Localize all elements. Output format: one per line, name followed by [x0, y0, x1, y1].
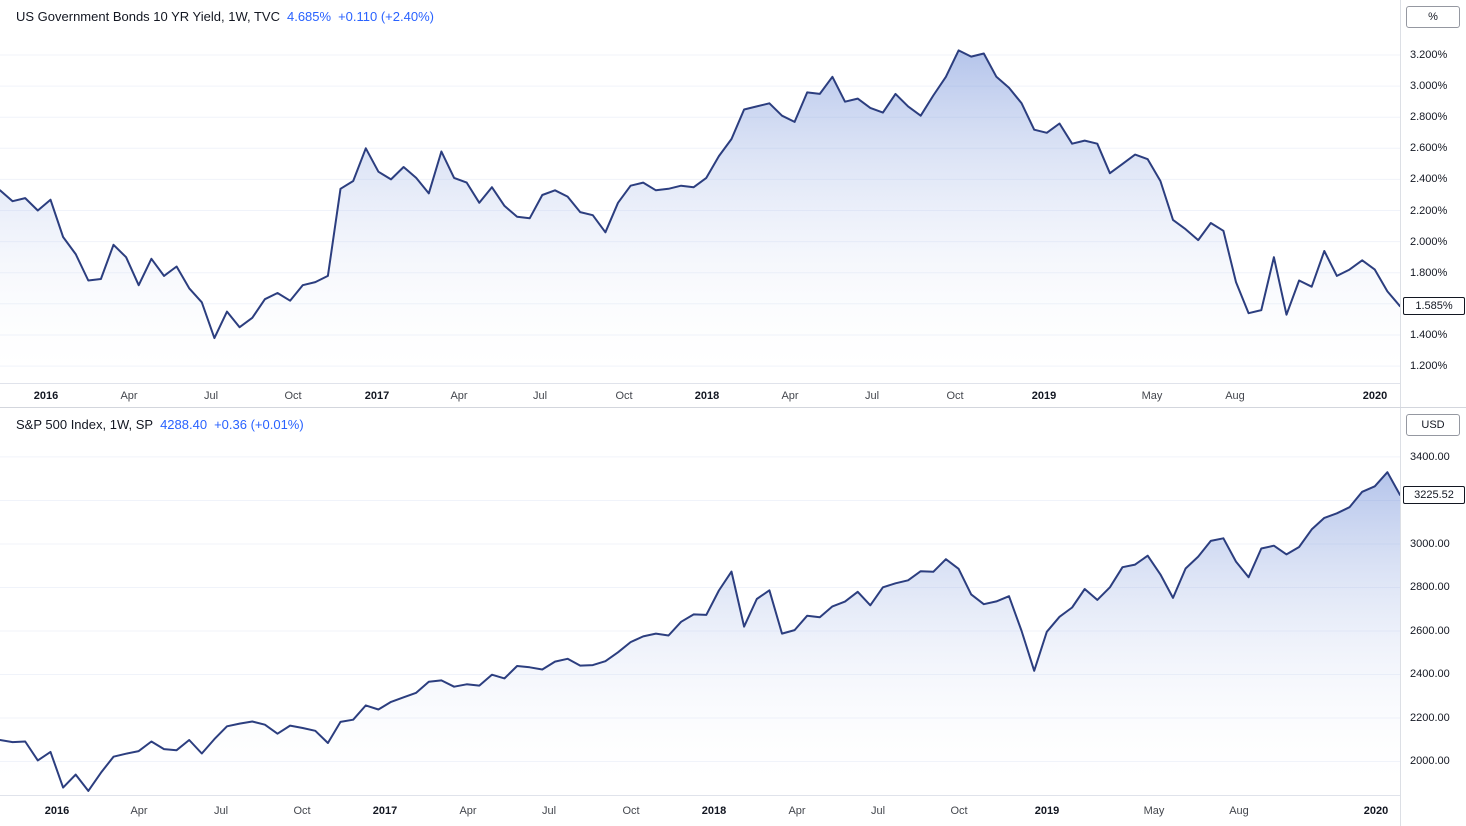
time-axis-label: Oct [946, 389, 964, 402]
price-axis-label: 1.800% [1410, 267, 1448, 279]
bonds-symbol-title[interactable]: US Government Bonds 10 YR Yield, 1W, TVC [16, 9, 280, 24]
bonds-last-price-badge: 1.585% [1403, 297, 1465, 315]
price-axis-label: 2.400% [1410, 173, 1448, 185]
usd-unit-button[interactable]: USD [1406, 414, 1460, 436]
spx-price-axis-labels: 3400.00 3000.00 2800.00 2600.00 2400.00 2200.… [1401, 408, 1466, 826]
price-line [0, 49, 1400, 340]
time-axis-label: May [1141, 389, 1163, 402]
time-axis-label: May [1143, 805, 1165, 817]
bonds-legend[interactable]: US Government Bonds 10 YR Yield, 1W, TVC… [16, 9, 434, 24]
panel-spx: S&P 500 Index, 1W, SP 4288.40 +0.36 (+0.… [0, 408, 1466, 826]
bonds-time-axis[interactable]: 2016 Apr Jul Oct 2017 Apr Jul Oct 2018 Apr Jul Oct 2… [0, 383, 1400, 407]
time-axis-label: Aug [1229, 805, 1249, 817]
time-axis-label: Jul [864, 389, 880, 402]
time-axis-label: Jul [203, 389, 219, 402]
price-axis-label: 3.000% [1410, 80, 1448, 92]
time-axis-label: Jul [541, 805, 557, 817]
price-axis-label: 3000.00 [1410, 538, 1450, 550]
time-axis-label: Apr [130, 805, 148, 817]
price-axis-label: 2200.00 [1410, 712, 1450, 724]
bonds-plot-area[interactable]: US Government Bonds 10 YR Yield, 1W, TVC… [0, 0, 1400, 407]
spx-legend[interactable]: S&P 500 Index, 1W, SP 4288.40 +0.36 (+0.… [16, 417, 304, 432]
percent-unit-button[interactable]: % [1406, 6, 1460, 28]
price-axis-label: 3.200% [1410, 49, 1448, 61]
time-axis-label: Jul [213, 805, 229, 817]
spx-last-price-badge: 3225.52 [1403, 486, 1465, 504]
spx-change-value: +0.36 (+0.01%) [214, 417, 304, 432]
price-axis-label: 2400.00 [1410, 668, 1450, 680]
price-axis-label: 2800.00 [1410, 581, 1450, 593]
bonds-price-axis-labels: 3.200% 3.000% 2.800% 2.600% 2.400% 2.200% 2.00… [1401, 0, 1466, 407]
time-axis-label: Apr [781, 389, 799, 402]
time-axis-label: Aug [1225, 389, 1245, 402]
spx-last-value: 4288.40 [160, 417, 208, 432]
time-axis-label: 2016 [44, 805, 70, 817]
price-line [0, 471, 1400, 792]
time-axis-label: Oct [950, 805, 968, 817]
area-fill [0, 50, 1400, 383]
price-axis-label: 2.800% [1410, 111, 1448, 123]
time-axis-label: Jul [870, 805, 886, 817]
time-axis-label: Oct [615, 389, 633, 402]
time-axis-label: Apr [450, 389, 468, 402]
price-axis-label: 2.200% [1410, 205, 1448, 217]
spx-price-scale[interactable]: USD 3400.00 3000.00 2800.00 2600.00 2400.00 2… [1400, 408, 1466, 826]
time-axis-label: 2016 [33, 389, 59, 402]
time-axis-label: 2020 [1363, 805, 1389, 817]
price-axis-label: 3400.00 [1410, 451, 1450, 463]
time-axis-label: Oct [284, 389, 302, 402]
time-axis-label: 2018 [701, 805, 727, 817]
price-axis-label: 2600.00 [1410, 625, 1450, 637]
price-axis-label: 2000.00 [1410, 755, 1450, 767]
bonds-last-value: 4.685% [286, 9, 332, 24]
panel-bonds: US Government Bonds 10 YR Yield, 1W, TVC… [0, 0, 1466, 408]
spx-chart[interactable] [0, 408, 1400, 795]
bonds-change-value: +0.110 (+2.40%) [338, 9, 434, 24]
time-axis-label: Jul [532, 389, 548, 402]
price-axis-label: 2.000% [1410, 236, 1448, 248]
time-axis-label: Oct [293, 805, 311, 817]
time-axis-label: Apr [120, 389, 138, 402]
time-axis-label: Oct [622, 805, 640, 817]
spx-time-axis[interactable]: 2016 Apr Jul Oct 2017 Apr Jul Oct 2018 Apr Jul Oct 2… [0, 795, 1400, 826]
price-axis-label: 1.400% [1410, 329, 1448, 341]
spx-symbol-title[interactable]: S&P 500 Index, 1W, SP [16, 417, 154, 432]
price-axis-label: 2.600% [1410, 142, 1448, 154]
time-axis-label: 2019 [1034, 805, 1060, 817]
area-fill [0, 472, 1400, 795]
time-axis-label: 2018 [694, 389, 720, 402]
time-axis-label: 2017 [364, 389, 390, 402]
time-axis-label: Apr [459, 805, 477, 817]
time-axis-label: Apr [788, 805, 806, 817]
bonds-chart[interactable] [0, 0, 1400, 383]
time-axis-label: 2017 [372, 805, 398, 817]
spx-plot-area[interactable]: S&P 500 Index, 1W, SP 4288.40 +0.36 (+0.… [0, 408, 1400, 826]
time-axis-label: 2019 [1031, 389, 1057, 402]
time-axis-label: 2020 [1362, 389, 1388, 402]
bonds-price-scale[interactable]: % 3.200% 3.000% 2.800% 2.600% 2.400% 2.200% 2.… [1400, 0, 1466, 407]
price-axis-label: 1.200% [1410, 360, 1448, 372]
